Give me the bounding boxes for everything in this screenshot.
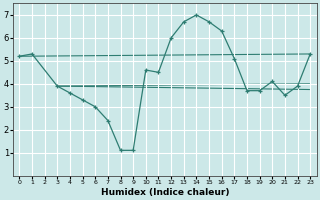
X-axis label: Humidex (Indice chaleur): Humidex (Indice chaleur) (100, 188, 229, 197)
